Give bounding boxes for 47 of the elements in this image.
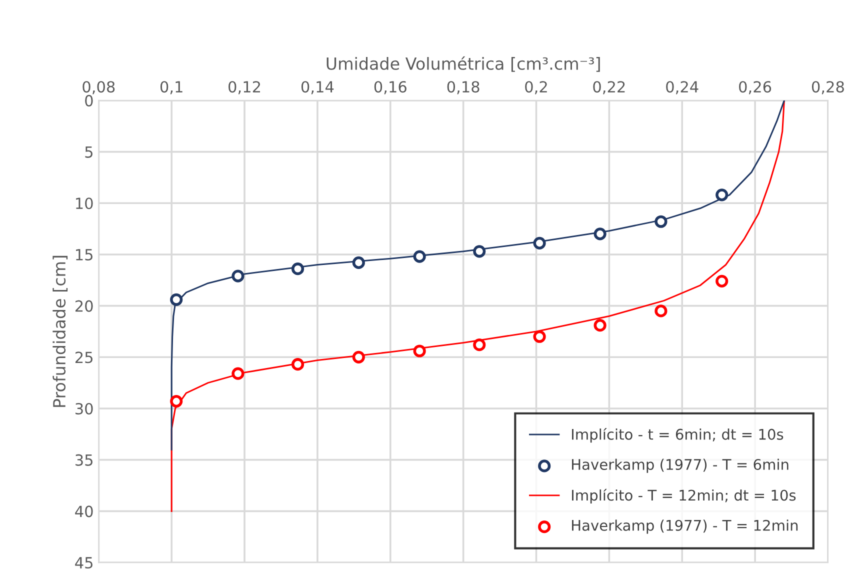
x-axis-title: Umidade Volumétrica [cm³.cm⁻³] <box>326 56 600 72</box>
point <box>170 395 183 408</box>
y-tick-label: 15 <box>76 249 92 260</box>
y-tick-label: 30 <box>76 402 93 415</box>
x-tick-label: 0,2 <box>525 81 547 94</box>
y-tick-label: 45 <box>75 557 92 569</box>
point <box>594 319 606 332</box>
point <box>352 256 365 269</box>
x-tick-label: 0,24 <box>666 81 698 94</box>
x-tick-label: 0,08 <box>82 81 115 94</box>
y-tick-label: 40 <box>75 506 93 518</box>
point <box>473 245 486 258</box>
point <box>533 330 546 343</box>
x-tick-label: 0,18 <box>447 81 480 94</box>
point <box>352 350 365 364</box>
x-tick-label: 0,12 <box>228 81 260 94</box>
point <box>413 344 426 358</box>
point <box>533 236 546 250</box>
x-tick-label: 0,14 <box>301 81 334 94</box>
x-tick-label: 0,26 <box>739 81 772 94</box>
point <box>716 188 728 202</box>
point <box>473 338 486 352</box>
legend-label: Implícito - T = 12min; dt = 10s <box>572 488 796 504</box>
point <box>654 215 668 228</box>
y-tick-label: 20 <box>75 300 93 312</box>
point <box>291 262 304 276</box>
point <box>716 274 728 288</box>
point <box>594 228 606 240</box>
legend-label: Haverkamp (1977) - T = 12min <box>572 520 798 534</box>
point <box>232 367 244 380</box>
point <box>232 270 244 282</box>
point <box>291 358 304 371</box>
y-tick-label: 0 <box>85 94 93 106</box>
y-axis-title: Profundidade [cm] <box>52 256 68 407</box>
x-tick-label: 0,28 <box>812 81 844 94</box>
y-tick-label: 35 <box>76 454 92 466</box>
legend-label: Implícito - t = 6min; dt = 10s <box>572 428 784 443</box>
y-tick-label: 5 <box>85 146 92 158</box>
x-tick-label: 0,1 <box>160 81 182 94</box>
legend-label: Haverkamp (1977) - T = 6min <box>572 458 788 473</box>
point <box>654 304 668 318</box>
x-tick-label: 0,16 <box>374 81 406 94</box>
y-tick-label: 25 <box>75 352 92 364</box>
point <box>170 293 183 306</box>
point <box>413 250 426 263</box>
x-tick-label: 0,22 <box>593 81 625 94</box>
y-tick-label: 10 <box>76 198 93 210</box>
